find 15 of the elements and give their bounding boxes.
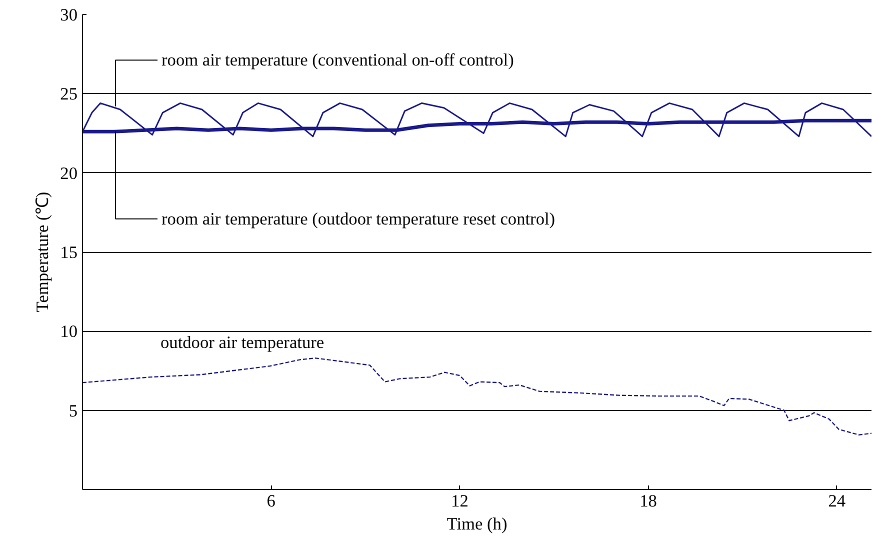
annotation: room air temperature (outdoor temperature reset control) bbox=[162, 209, 556, 228]
x-tick-label: 24 bbox=[828, 492, 846, 510]
y-tick-label: 30 bbox=[60, 6, 78, 24]
y-axis-title: Temperature (℃) bbox=[33, 192, 52, 312]
annotation: outdoor air temperature bbox=[160, 333, 324, 352]
y-tick-label: 10 bbox=[60, 322, 78, 342]
y-tick-label: 5 bbox=[68, 401, 78, 420]
y-tick-label: 25 bbox=[60, 84, 78, 104]
x-tick-label: 12 bbox=[451, 492, 468, 510]
x-axis-title: Time (h) bbox=[446, 514, 508, 534]
y-tick-label: 20 bbox=[60, 164, 78, 183]
x-tick-label: 6 bbox=[266, 492, 276, 510]
y-tick-label: 15 bbox=[60, 243, 78, 262]
annotation: room air temperature (conventional on-off control) bbox=[162, 50, 514, 70]
x-tick-label: 18 bbox=[640, 492, 657, 510]
